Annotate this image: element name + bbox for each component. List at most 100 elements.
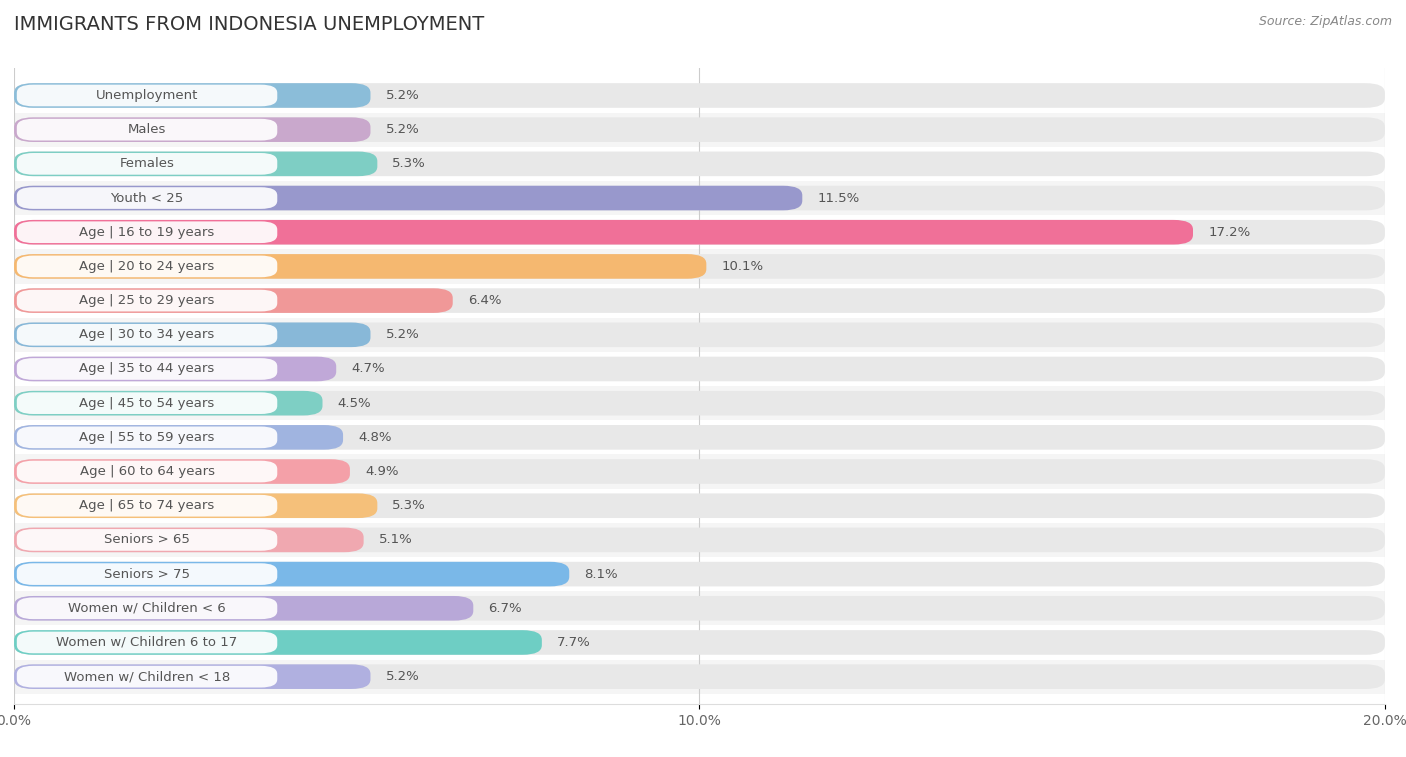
Text: 6.4%: 6.4% — [468, 294, 502, 307]
Text: 5.2%: 5.2% — [385, 670, 419, 683]
FancyBboxPatch shape — [14, 220, 1192, 245]
FancyBboxPatch shape — [14, 151, 1385, 176]
Text: 11.5%: 11.5% — [817, 192, 859, 204]
FancyBboxPatch shape — [14, 185, 1385, 210]
FancyBboxPatch shape — [17, 597, 277, 619]
Text: Age | 65 to 74 years: Age | 65 to 74 years — [79, 499, 215, 512]
Bar — [14, 181, 1385, 215]
Text: 5.1%: 5.1% — [378, 534, 412, 547]
Text: 17.2%: 17.2% — [1208, 226, 1250, 238]
FancyBboxPatch shape — [14, 425, 343, 450]
FancyBboxPatch shape — [14, 322, 1385, 347]
FancyBboxPatch shape — [14, 117, 371, 142]
Bar — [14, 523, 1385, 557]
Bar — [14, 284, 1385, 318]
FancyBboxPatch shape — [17, 153, 277, 175]
FancyBboxPatch shape — [14, 83, 371, 107]
FancyBboxPatch shape — [14, 288, 1385, 313]
FancyBboxPatch shape — [14, 596, 1385, 621]
FancyBboxPatch shape — [14, 665, 371, 689]
Text: 5.2%: 5.2% — [385, 329, 419, 341]
Text: Age | 16 to 19 years: Age | 16 to 19 years — [79, 226, 215, 238]
FancyBboxPatch shape — [14, 254, 706, 279]
Text: Females: Females — [120, 157, 174, 170]
Bar — [14, 79, 1385, 113]
Bar — [14, 591, 1385, 625]
FancyBboxPatch shape — [14, 665, 1385, 689]
FancyBboxPatch shape — [14, 596, 474, 621]
FancyBboxPatch shape — [17, 426, 277, 448]
Text: Unemployment: Unemployment — [96, 89, 198, 102]
FancyBboxPatch shape — [14, 528, 364, 552]
FancyBboxPatch shape — [14, 459, 1385, 484]
Text: 6.7%: 6.7% — [488, 602, 522, 615]
FancyBboxPatch shape — [14, 630, 1385, 655]
FancyBboxPatch shape — [17, 358, 277, 380]
FancyBboxPatch shape — [14, 357, 1385, 382]
FancyBboxPatch shape — [17, 221, 277, 243]
Text: Youth < 25: Youth < 25 — [111, 192, 184, 204]
Bar — [14, 659, 1385, 693]
Text: 5.3%: 5.3% — [392, 499, 426, 512]
Text: IMMIGRANTS FROM INDONESIA UNEMPLOYMENT: IMMIGRANTS FROM INDONESIA UNEMPLOYMENT — [14, 15, 484, 34]
FancyBboxPatch shape — [14, 494, 377, 518]
FancyBboxPatch shape — [14, 151, 377, 176]
Text: Women w/ Children < 18: Women w/ Children < 18 — [63, 670, 231, 683]
Bar — [14, 625, 1385, 659]
FancyBboxPatch shape — [14, 357, 336, 382]
FancyBboxPatch shape — [17, 392, 277, 414]
FancyBboxPatch shape — [17, 290, 277, 311]
FancyBboxPatch shape — [17, 119, 277, 141]
FancyBboxPatch shape — [17, 85, 277, 106]
Text: 5.2%: 5.2% — [385, 89, 419, 102]
Bar — [14, 352, 1385, 386]
FancyBboxPatch shape — [14, 528, 1385, 552]
Bar — [14, 215, 1385, 249]
Bar — [14, 147, 1385, 181]
Bar — [14, 386, 1385, 420]
FancyBboxPatch shape — [14, 117, 1385, 142]
FancyBboxPatch shape — [14, 630, 541, 655]
FancyBboxPatch shape — [14, 185, 803, 210]
FancyBboxPatch shape — [17, 187, 277, 209]
Bar — [14, 454, 1385, 488]
FancyBboxPatch shape — [14, 391, 1385, 416]
FancyBboxPatch shape — [14, 288, 453, 313]
FancyBboxPatch shape — [17, 495, 277, 516]
FancyBboxPatch shape — [17, 256, 277, 277]
FancyBboxPatch shape — [14, 562, 1385, 587]
Text: Seniors > 65: Seniors > 65 — [104, 534, 190, 547]
Text: Age | 35 to 44 years: Age | 35 to 44 years — [79, 363, 215, 375]
Text: Women w/ Children < 6: Women w/ Children < 6 — [67, 602, 226, 615]
Text: 4.9%: 4.9% — [366, 465, 398, 478]
Text: 4.7%: 4.7% — [352, 363, 385, 375]
FancyBboxPatch shape — [14, 83, 1385, 107]
Text: Males: Males — [128, 123, 166, 136]
Text: 8.1%: 8.1% — [585, 568, 619, 581]
Bar — [14, 318, 1385, 352]
Text: 5.2%: 5.2% — [385, 123, 419, 136]
Text: 10.1%: 10.1% — [721, 260, 763, 273]
FancyBboxPatch shape — [14, 391, 322, 416]
Text: 4.5%: 4.5% — [337, 397, 371, 410]
Bar — [14, 488, 1385, 523]
Bar — [14, 557, 1385, 591]
FancyBboxPatch shape — [17, 631, 277, 653]
FancyBboxPatch shape — [17, 666, 277, 687]
Bar — [14, 249, 1385, 284]
Text: Age | 45 to 54 years: Age | 45 to 54 years — [79, 397, 215, 410]
Text: Age | 55 to 59 years: Age | 55 to 59 years — [79, 431, 215, 444]
FancyBboxPatch shape — [14, 220, 1385, 245]
Text: 4.8%: 4.8% — [359, 431, 392, 444]
FancyBboxPatch shape — [17, 461, 277, 482]
Bar — [14, 113, 1385, 147]
Text: 7.7%: 7.7% — [557, 636, 591, 649]
Text: Age | 60 to 64 years: Age | 60 to 64 years — [80, 465, 215, 478]
Text: Age | 20 to 24 years: Age | 20 to 24 years — [79, 260, 215, 273]
Text: Seniors > 75: Seniors > 75 — [104, 568, 190, 581]
FancyBboxPatch shape — [14, 254, 1385, 279]
FancyBboxPatch shape — [14, 459, 350, 484]
Text: Age | 25 to 29 years: Age | 25 to 29 years — [79, 294, 215, 307]
FancyBboxPatch shape — [14, 494, 1385, 518]
FancyBboxPatch shape — [14, 322, 371, 347]
